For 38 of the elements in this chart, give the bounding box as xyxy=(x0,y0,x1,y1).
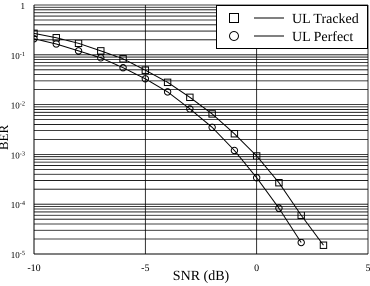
point xyxy=(186,105,194,113)
point xyxy=(275,204,283,212)
point xyxy=(298,238,305,246)
point xyxy=(74,47,82,55)
point xyxy=(142,75,150,82)
x-axis-title: SNR (dB) xyxy=(172,269,230,284)
point xyxy=(298,212,305,219)
x-tick-label: 0 xyxy=(254,263,260,274)
point xyxy=(275,179,283,186)
point xyxy=(74,40,82,48)
point xyxy=(164,78,172,86)
y-tick-label: 10$^{-3}$ xyxy=(10,150,25,160)
point xyxy=(252,152,260,160)
point xyxy=(320,242,328,249)
point xyxy=(97,54,104,62)
legend-label: UL Tracked xyxy=(292,12,359,27)
point xyxy=(52,34,60,42)
point xyxy=(186,94,194,102)
x-tick-label: -10 xyxy=(27,263,41,274)
point xyxy=(208,110,216,118)
y-tick-label: 10$^{-2}$ xyxy=(10,100,25,111)
point xyxy=(97,47,104,55)
point xyxy=(119,64,127,72)
x-tick-label: 5 xyxy=(366,263,370,274)
point xyxy=(52,40,60,48)
y-tick-label: 10$^{-4}$ xyxy=(10,200,26,210)
point xyxy=(252,174,260,182)
point xyxy=(230,130,238,138)
y-tick-label: 10$^{-5}$ xyxy=(10,250,25,260)
point xyxy=(119,55,127,63)
point xyxy=(208,124,216,132)
x-tick-label: -5 xyxy=(141,263,150,274)
y-tick-label: 1 xyxy=(20,1,25,11)
y-tick-label: 10$^{-1}$ xyxy=(10,50,25,61)
point xyxy=(164,88,172,96)
point xyxy=(142,66,150,74)
legend-label: UL Perfect xyxy=(292,30,354,45)
point xyxy=(230,146,238,154)
